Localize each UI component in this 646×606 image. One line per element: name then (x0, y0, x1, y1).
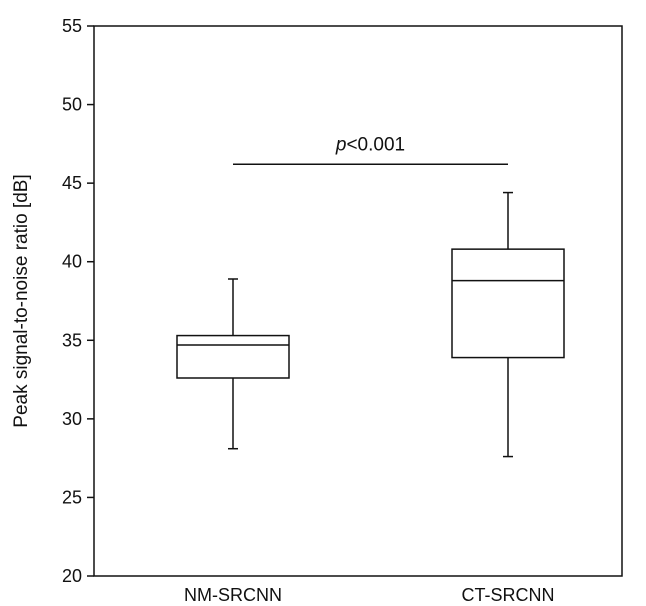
p-symbol: p (335, 134, 347, 155)
y-tick-label: 20 (62, 566, 82, 586)
box-ct-srcnn (451, 191, 565, 458)
x-tick-label: CT-SRCNN (462, 585, 555, 605)
iqr-box (176, 334, 290, 379)
y-tick-label: 30 (62, 409, 82, 429)
box-series (176, 191, 565, 458)
significance-annotation: p<0.001 (233, 134, 508, 166)
y-tick-label: 55 (62, 16, 82, 36)
iqr-box (451, 248, 565, 359)
x-tick-label: NM-SRCNN (184, 585, 282, 605)
p-value-label: p<0.001 (335, 134, 405, 155)
y-axis-label: Peak signal-to-noise ratio [dB] (11, 174, 32, 427)
y-tick-label: 50 (62, 95, 82, 115)
plot-frame (93, 25, 623, 577)
y-tick-label: 45 (62, 173, 82, 193)
x-axis: NM-SRCNN CT-SRCNN (184, 585, 555, 605)
y-tick-label: 40 (62, 252, 82, 272)
y-tick-label: 35 (62, 330, 82, 350)
y-tick-label: 25 (62, 487, 82, 507)
y-axis: 20 25 30 35 40 45 50 55 (62, 16, 94, 586)
box-nm-srcnn (176, 278, 290, 450)
p-value-text: <0.001 (346, 134, 405, 155)
